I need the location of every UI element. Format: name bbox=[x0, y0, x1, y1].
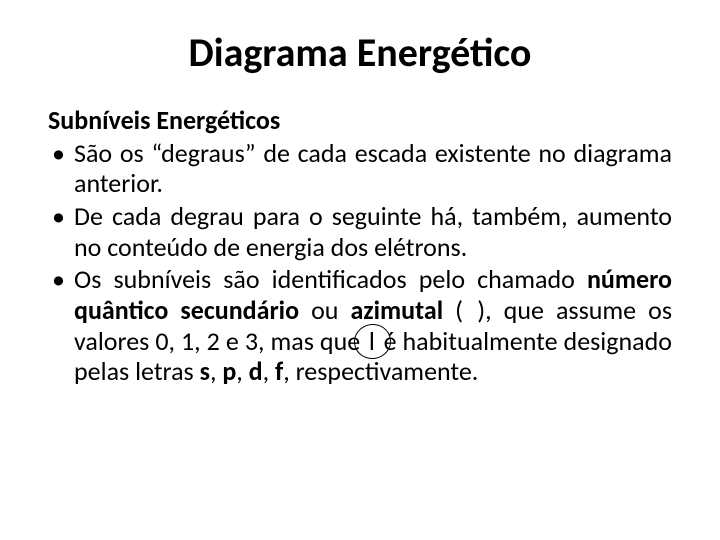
bullet-3-mid2: ( bbox=[443, 294, 463, 326]
bullet-3-end: , respectivamente. bbox=[283, 355, 478, 387]
bullet-item-2: De cada degrau para o seguinte há, també… bbox=[48, 201, 672, 262]
comma-3: , bbox=[263, 355, 275, 387]
letter-p: p bbox=[222, 355, 236, 387]
letter-f: f bbox=[275, 355, 283, 387]
letter-d: d bbox=[249, 355, 263, 387]
body-text: Subníveis Energéticos São os “degraus” d… bbox=[48, 105, 672, 387]
letter-s: s bbox=[200, 355, 210, 387]
bullet-3-part1: Os subníveis são identificados pelo cham… bbox=[74, 263, 587, 295]
comma-1: , bbox=[210, 355, 222, 387]
slide-title: Diagrama Energético bbox=[48, 28, 672, 77]
slide: Diagrama Energético Subníveis Energético… bbox=[0, 0, 720, 540]
subtitle: Subníveis Energéticos bbox=[48, 105, 672, 136]
bullet-list: São os “degraus” de cada escada existent… bbox=[48, 138, 672, 387]
bullet-item-1: São os “degraus” de cada escada existent… bbox=[48, 138, 672, 199]
bullet-text-2: De cada degrau para o seguinte há, també… bbox=[74, 200, 672, 263]
bullet-3-bold2: azimutal bbox=[350, 294, 443, 326]
comma-2: , bbox=[236, 355, 248, 387]
bullet-3-mid1: ou bbox=[299, 294, 350, 326]
bullet-text-1: São os “degraus” de cada escada existent… bbox=[74, 137, 672, 200]
circled-l: l bbox=[360, 326, 383, 357]
bullet-item-3: Os subníveis são identificados pelo cham… bbox=[48, 264, 672, 387]
circled-l-char: l bbox=[369, 325, 375, 357]
